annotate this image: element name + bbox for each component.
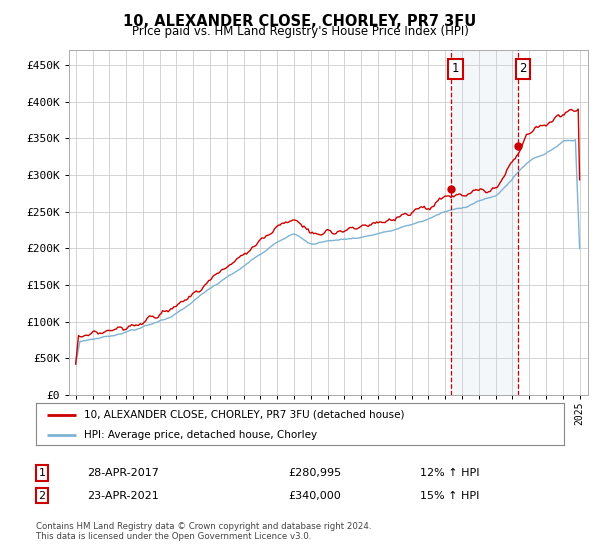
Text: Price paid vs. HM Land Registry's House Price Index (HPI): Price paid vs. HM Land Registry's House … — [131, 25, 469, 38]
Text: 1: 1 — [452, 62, 460, 75]
Text: 15% ↑ HPI: 15% ↑ HPI — [420, 491, 479, 501]
Text: HPI: Average price, detached house, Chorley: HPI: Average price, detached house, Chor… — [83, 430, 317, 440]
Bar — [451, 50, 518, 395]
Text: £340,000: £340,000 — [288, 491, 341, 501]
Text: 12% ↑ HPI: 12% ↑ HPI — [420, 468, 479, 478]
Text: 23-APR-2021: 23-APR-2021 — [87, 491, 159, 501]
Text: 10, ALEXANDER CLOSE, CHORLEY, PR7 3FU (detached house): 10, ALEXANDER CLOSE, CHORLEY, PR7 3FU (d… — [83, 410, 404, 420]
Text: 28-APR-2017: 28-APR-2017 — [87, 468, 159, 478]
Text: 2: 2 — [38, 491, 46, 501]
Text: 1: 1 — [38, 468, 46, 478]
Text: 2: 2 — [519, 62, 527, 75]
Text: Contains HM Land Registry data © Crown copyright and database right 2024.
This d: Contains HM Land Registry data © Crown c… — [36, 522, 371, 542]
Text: £280,995: £280,995 — [288, 468, 341, 478]
Text: 10, ALEXANDER CLOSE, CHORLEY, PR7 3FU: 10, ALEXANDER CLOSE, CHORLEY, PR7 3FU — [124, 14, 476, 29]
